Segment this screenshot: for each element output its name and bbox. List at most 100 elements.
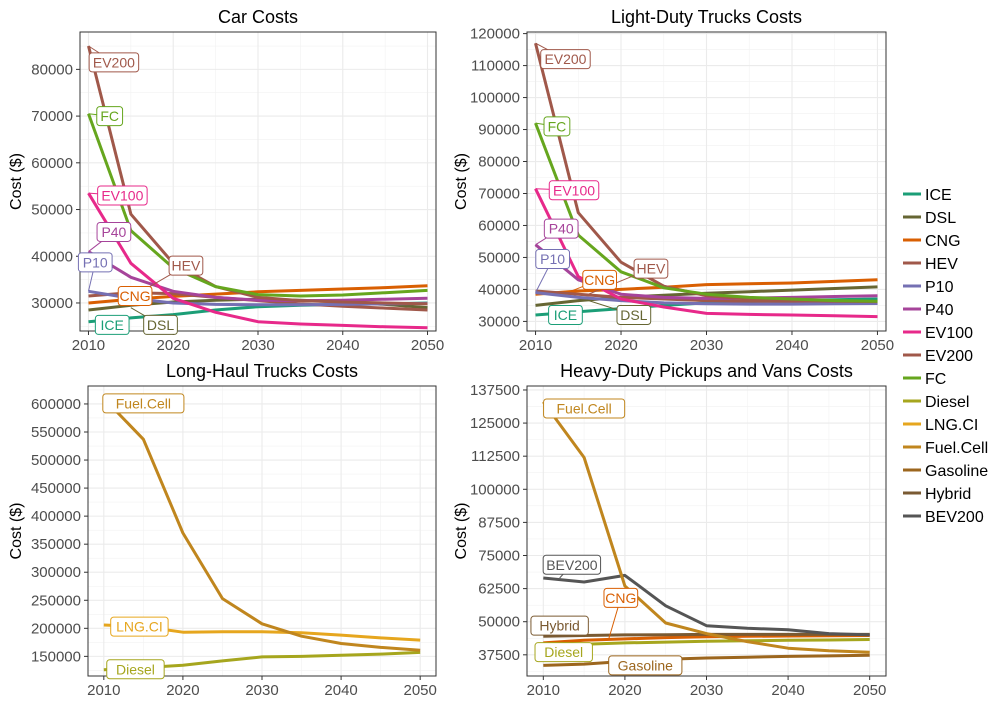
annotation-box: [603, 587, 639, 608]
annotation-label: HEV: [172, 258, 201, 274]
annotation-label: Fuel.Cell: [116, 395, 171, 411]
legend-entry-label: P40: [925, 302, 954, 319]
x-tick-label: 2050: [411, 337, 444, 354]
chart-panel-1: Car Costs Cost ($) 2010 2020 2030 2040 2050 300…: [8, 7, 444, 354]
x-tick-label: 2030: [245, 682, 278, 699]
annotation-label: EV200: [93, 54, 135, 70]
x-tick-label: 2030: [241, 337, 274, 354]
y-tick-label: 30000: [31, 295, 73, 312]
chart-panel-4: Heavy-Duty Pickups and Vans Costs Cost ($…: [453, 361, 887, 699]
series-lines: [87, 45, 428, 330]
annotation-label: CNG: [584, 272, 615, 288]
y-tick-label: 112500: [471, 448, 520, 465]
annotation-label: FC: [100, 108, 119, 124]
annotation-label: DSL: [147, 317, 174, 333]
annotation-box: [548, 180, 600, 201]
legend-entry-label: HEV: [925, 256, 958, 273]
x-tick-label: 2030: [690, 682, 723, 699]
y-tick-label: 550000: [31, 424, 81, 441]
annotation-labels: Fuel.Cell LNG.CI Diesel: [102, 393, 185, 680]
annotation-box: [88, 52, 140, 73]
legend-entry-label: ICE: [925, 187, 952, 204]
chart-title: Heavy-Duty Pickups and Vans Costs: [560, 361, 853, 381]
y-axis-label: Cost ($): [453, 153, 470, 210]
y-tick-label: 100000: [470, 90, 520, 107]
annotation-box: [543, 116, 571, 137]
series-line-fc: [87, 113, 428, 298]
annotation-label: LNG.CI: [116, 619, 163, 635]
annotation-box: [534, 642, 593, 663]
annotation-label: P40: [101, 224, 126, 240]
y-tick-label: 70000: [31, 108, 73, 125]
y-tick-label: 80000: [31, 61, 73, 78]
y-tick-label: 62500: [478, 581, 520, 598]
annotation-box: [548, 305, 583, 326]
legend-entry-label: EV100: [925, 325, 973, 342]
y-tick-label: 120000: [470, 26, 520, 43]
legend-entry-label: Fuel.Cell: [925, 440, 988, 457]
series-line-diesel: [543, 638, 870, 647]
chart-title: Long-Haul Trucks Costs: [166, 361, 358, 381]
y-tick-label: 250000: [31, 592, 81, 609]
annotation-label: Fuel.Cell: [556, 401, 611, 417]
y-tick-label: 90000: [478, 122, 520, 139]
panel-border: [526, 385, 887, 677]
y-tick-label: 50000: [478, 249, 520, 266]
chart-title: Car Costs: [218, 7, 298, 27]
annotation-box: [102, 393, 185, 414]
y-tick-label: 400000: [31, 508, 81, 525]
x-tick-label: 2050: [853, 682, 886, 699]
annotation-box: [110, 616, 169, 637]
y-tick-label: 110000: [471, 58, 520, 75]
annotation-box: [582, 269, 618, 290]
annotation-box: [97, 185, 148, 206]
grid-lines: [527, 32, 886, 331]
annotation-label: CNG: [605, 590, 636, 606]
annotation-label: P10: [540, 251, 565, 267]
y-tick-label: 75000: [478, 547, 520, 564]
annotation-label: BEV200: [546, 557, 598, 573]
legend-entry-label: CNG: [925, 233, 961, 250]
series-line-fc: [534, 122, 878, 303]
annotation-box: [535, 249, 570, 270]
legend-entry-label: BEV200: [925, 509, 984, 526]
x-tick-label: 2040: [775, 337, 808, 354]
series-line-fuel-cell: [542, 401, 870, 654]
y-tick-label: 100000: [470, 481, 520, 498]
x-tick-label: 2040: [771, 682, 804, 699]
annotation-labels: EV200 FC EV100 P40 P10 HEV CNG ICE DSL: [535, 42, 669, 326]
annotation-box: [608, 655, 683, 676]
series-line-ev100: [87, 192, 428, 330]
x-tick-label: 2030: [690, 337, 723, 354]
legend-entry-label: P10: [925, 279, 954, 296]
series-line-p10: [535, 291, 878, 306]
x-tick-label: 2040: [326, 337, 359, 354]
annotation-label: HEV: [637, 261, 666, 277]
y-tick-label: 50000: [478, 614, 520, 631]
legend-entry-label: DSL: [925, 210, 956, 227]
annotation-box: [77, 252, 113, 273]
x-tick-label: 2020: [157, 337, 190, 354]
annotation-label: CNG: [120, 288, 151, 304]
legend-entry-label: Diesel: [925, 394, 969, 411]
annotation-box: [143, 314, 178, 335]
legend: ICE DSL CNG HEV P10 P40 EV100 EV200 FC Diesel LNG.…: [903, 187, 988, 526]
annotation-label: P10: [83, 254, 108, 270]
annotation-labels: Fuel.Cell BEV200 CNG Hybrid Diesel Gasoline: [530, 398, 683, 676]
x-tick-label: 2020: [604, 337, 637, 354]
panel-border: [79, 31, 437, 332]
chart-panel-3: Long-Haul Trucks Costs Cost ($) 2010 2020 20…: [8, 361, 437, 699]
legend-entry-label: FC: [925, 371, 946, 388]
y-tick-label: 200000: [31, 620, 81, 637]
x-tick-label: 2050: [861, 337, 894, 354]
y-tick-label: 60000: [478, 217, 520, 234]
annotation-box: [542, 554, 602, 575]
chart-panel-2: Light-Duty Trucks Costs Cost ($) 2010 2020 2…: [453, 7, 894, 354]
annotation-label: FC: [548, 118, 567, 134]
grid-lines: [527, 386, 886, 676]
annotation-box: [543, 398, 626, 419]
annotation-box: [106, 659, 165, 680]
y-tick-label: 80000: [478, 154, 520, 171]
y-tick-label: 60000: [31, 155, 73, 172]
annotation-label: Gasoline: [618, 657, 673, 673]
